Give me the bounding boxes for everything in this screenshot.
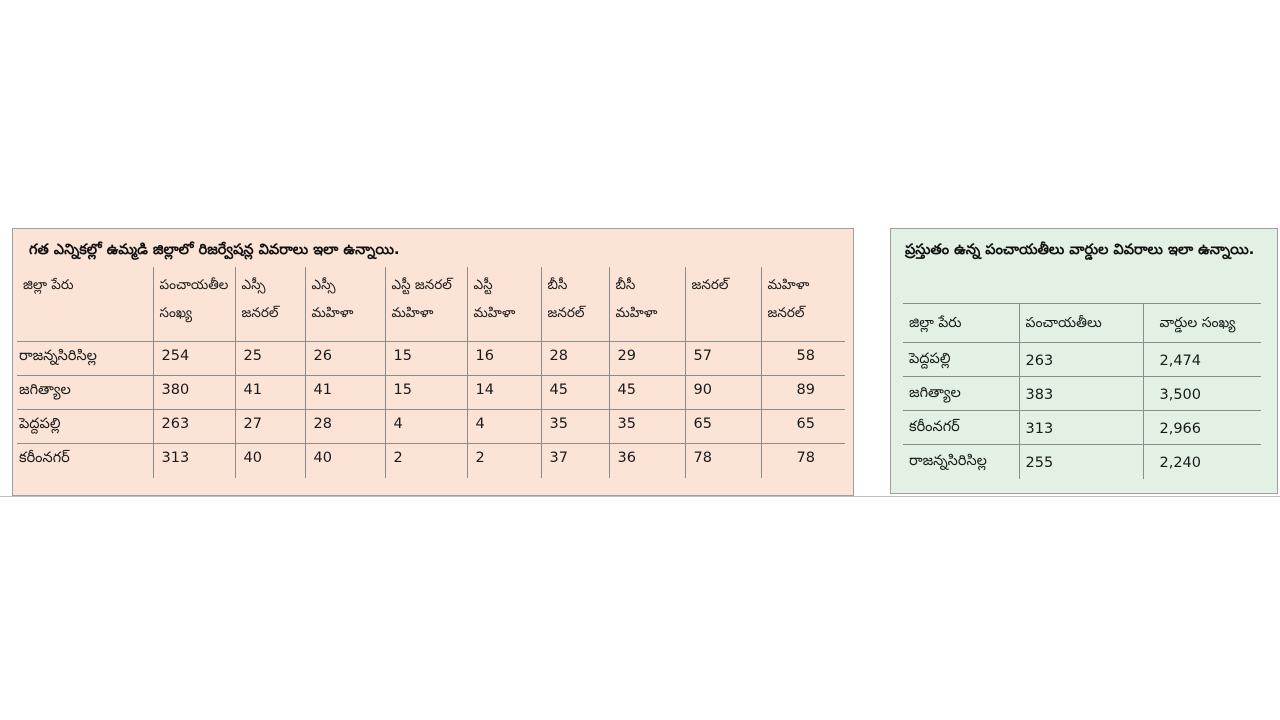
table-cell: 45 [540, 375, 609, 410]
table-cell: 58 [760, 341, 845, 376]
table-cell: 90 [684, 375, 761, 410]
table-row: కరీంనగర్ 313 2,966 [903, 410, 1261, 445]
table-cell: 2 [466, 443, 541, 478]
table-cell: 65 [760, 409, 845, 444]
table-header-row: జిల్లా పేరు పంచాయతీలు వార్డుల సంఖ్య [903, 303, 1261, 343]
table-cell: 380 [152, 375, 235, 410]
header-bc-general: బీసీ జనరల్ [540, 267, 609, 342]
table-cell: 254 [152, 341, 235, 376]
table-header-row: జిల్లా పేరు పంచాయతీల సంఖ్య ఎస్సీ జనరల్ ఎస్… [17, 267, 845, 342]
district-cell: రాజన్నసిరిసిల్ల [909, 452, 987, 469]
header-general: జనరల్ [684, 267, 761, 342]
table-cell: 2,474 [1142, 342, 1261, 377]
table-cell: 26 [304, 341, 385, 376]
table-cell: 4 [384, 409, 467, 444]
reservation-table: జిల్లా పేరు పంచాయతీల సంఖ్య ఎస్సీ జనరల్ ఎస్… [17, 267, 845, 478]
table-cell: 255 [1018, 444, 1143, 479]
table-row: జగిత్యాల 380 41 41 15 14 45 45 90 89 [17, 375, 845, 410]
table-cell: 40 [234, 443, 305, 478]
district-cell: కరీంనగర్ [19, 450, 70, 466]
table-cell: 78 [760, 443, 845, 478]
table-cell: 2 [384, 443, 467, 478]
header-district: జిల్లా పేరు [909, 314, 962, 331]
district-cell: రాజన్నసిరిసిల్ల [19, 348, 97, 364]
table-cell: 45 [608, 375, 685, 410]
table-cell: 263 [152, 409, 235, 444]
table-cell: 263 [1018, 342, 1143, 377]
table-cell: 37 [540, 443, 609, 478]
horizontal-divider [0, 496, 1280, 497]
table-row: రాజన్నసిరిసిల్ల 254 25 26 15 16 28 29 57… [17, 341, 845, 376]
header-district: జిల్లా పేరు [23, 277, 74, 293]
district-cell: కరీంనగర్ [909, 418, 960, 435]
reservation-caption: గత ఎన్నికల్లో ఉమ్మడి జిల్లాలో రిజర్వేషన్… [29, 242, 400, 258]
table-cell: 3,500 [1142, 376, 1261, 411]
wards-caption: ప్రస్తుతం ఉన్న పంచాయతీలు వార్డుల వివరాలు… [905, 242, 1255, 258]
header-women-general: మహిళా జనరల్ [760, 267, 845, 342]
header-panchayats: పంచాయతీలు [1018, 303, 1143, 343]
table-cell: 14 [466, 375, 541, 410]
table-cell: 383 [1018, 376, 1143, 411]
table-cell: 78 [684, 443, 761, 478]
table-cell: 313 [152, 443, 235, 478]
header-wards-count: వార్డుల సంఖ్య [1142, 303, 1261, 343]
table-cell: 57 [684, 341, 761, 376]
header-panchayats-count: పంచాయతీల సంఖ్య [152, 267, 235, 342]
header-bc-women: బీసీ మహిళా [608, 267, 685, 342]
header-st-women: ఎస్టీ మహిళా [466, 267, 541, 342]
table-cell: 65 [684, 409, 761, 444]
panchayat-wards-panel: ప్రస్తుతం ఉన్న పంచాయతీలు వార్డుల వివరాలు… [890, 228, 1278, 494]
table-cell: 15 [384, 341, 467, 376]
table-cell: 4 [466, 409, 541, 444]
table-row: పెద్దపల్లి 263 2,474 [903, 342, 1261, 377]
table-cell: 41 [234, 375, 305, 410]
district-cell: పెద్దపల్లి [909, 350, 951, 367]
district-cell: పెద్దపల్లి [19, 416, 61, 432]
table-cell: 2,240 [1142, 444, 1261, 479]
table-cell: 15 [384, 375, 467, 410]
header-sc-general: ఎస్సీ జనరల్ [234, 267, 305, 342]
table-cell: 28 [304, 409, 385, 444]
table-cell: 89 [760, 375, 845, 410]
table-cell: 2,966 [1142, 410, 1261, 445]
reservation-details-panel: గత ఎన్నికల్లో ఉమ్మడి జిల్లాలో రిజర్వేషన్… [12, 228, 854, 496]
header-sc-women: ఎస్సీ మహిళా [304, 267, 385, 342]
table-cell: 313 [1018, 410, 1143, 445]
table-cell: 28 [540, 341, 609, 376]
table-cell: 25 [234, 341, 305, 376]
table-cell: 41 [304, 375, 385, 410]
table-cell: 40 [304, 443, 385, 478]
table-cell: 35 [540, 409, 609, 444]
table-row: పెద్దపల్లి 263 27 28 4 4 35 35 65 65 [17, 409, 845, 444]
table-row: జగిత్యాల 383 3,500 [903, 376, 1261, 411]
table-cell: 36 [608, 443, 685, 478]
header-st-general: ఎస్టీ జనరల్ మహిళా [384, 267, 467, 342]
district-cell: జగిత్యాల [19, 382, 71, 398]
district-cell: జగిత్యాల [909, 384, 961, 401]
table-row: కరీంనగర్ 313 40 40 2 2 37 36 78 78 [17, 443, 845, 478]
table-cell: 16 [466, 341, 541, 376]
wards-table: జిల్లా పేరు పంచాయతీలు వార్డుల సంఖ్య పెద్… [903, 303, 1261, 479]
table-row: రాజన్నసిరిసిల్ల 255 2,240 [903, 444, 1261, 479]
table-cell: 35 [608, 409, 685, 444]
table-cell: 27 [234, 409, 305, 444]
table-cell: 29 [608, 341, 685, 376]
